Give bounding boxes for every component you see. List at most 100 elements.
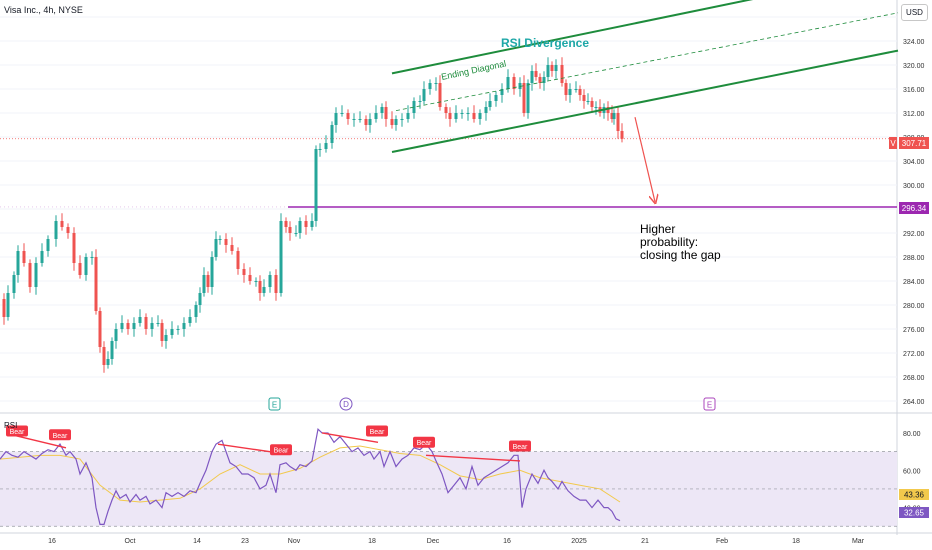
time-tick-label: 18	[368, 538, 376, 545]
candle-body	[84, 257, 88, 275]
price-tick-label: 284.00	[903, 279, 925, 286]
candle-body	[160, 323, 164, 341]
price-tick-label: 264.00	[903, 399, 925, 406]
candle-body	[40, 251, 44, 263]
earnings-event-marker-1[interactable]: E	[268, 397, 281, 411]
candle-body	[202, 275, 206, 293]
candle-body	[150, 323, 154, 329]
time-tick-label: Dec	[427, 538, 440, 545]
candle-body	[542, 77, 546, 83]
candle-body	[248, 275, 252, 281]
candle-body	[460, 113, 464, 114]
candle-body	[310, 221, 314, 227]
candle-body	[224, 239, 228, 245]
dividend-event-marker-label: D	[343, 400, 349, 409]
candle-body	[144, 317, 148, 329]
candle-body	[110, 341, 114, 359]
candle-body	[384, 107, 388, 119]
price-tick-label: 304.00	[903, 159, 925, 166]
candle-body	[334, 113, 338, 125]
target-note: Higher probability: closing the gap	[640, 222, 721, 262]
candle-body	[2, 299, 6, 317]
time-tick-label: Mar	[852, 538, 865, 545]
candle-body	[412, 101, 416, 113]
candle-body	[279, 221, 283, 293]
candle-body	[132, 323, 136, 329]
candle-body	[284, 221, 288, 227]
time-tick-label: Oct	[125, 538, 136, 545]
price-pane: 264.00 268.00 272.00 276.00 280.00 284.00 288.…	[0, 0, 925, 406]
candle-body	[28, 263, 32, 287]
rsi-band	[0, 451, 897, 527]
candle-body	[444, 107, 448, 113]
currency-button[interactable]: USD	[901, 4, 928, 21]
rsi-current-value: 32.65	[904, 509, 925, 518]
candle-body	[526, 83, 530, 113]
time-tick-label: 16	[48, 538, 56, 545]
candle-body	[340, 113, 344, 114]
candle-body	[254, 281, 258, 282]
candle-body	[590, 101, 594, 107]
candle-body	[512, 77, 516, 89]
earnings-event-marker-2[interactable]: E	[703, 397, 716, 411]
price-tick-label: 316.00	[903, 87, 925, 94]
rsi-tick-label: 80.00	[903, 431, 921, 438]
ending-diagonal-upper-line	[391, 0, 754, 75]
candle-body	[522, 83, 526, 113]
time-axis[interactable]: 16 Oct 14 23 Nov 18 Dec 16 2025 21 Feb 18 Mar	[48, 538, 865, 545]
candle-body	[554, 65, 558, 71]
candle-body	[418, 101, 422, 102]
bear-label: Bear	[509, 440, 531, 452]
candle-body	[448, 113, 452, 119]
rsi-title: RSI	[4, 421, 17, 430]
bear-label-box	[6, 425, 28, 437]
candle-body	[574, 89, 578, 90]
rsi-value-tag: 32.65	[899, 507, 929, 518]
candle-body	[114, 329, 118, 341]
candle-body	[406, 113, 410, 119]
candle-body	[22, 251, 26, 263]
candle-body	[500, 89, 504, 95]
price-tick-label: 288.00	[903, 255, 925, 262]
time-tick-label: 16	[503, 538, 511, 545]
candle-body	[230, 245, 234, 251]
symbol-title: Visa Inc., 4h, NYSE	[4, 5, 83, 15]
price-tick-label: 272.00	[903, 351, 925, 358]
bear-label: Bear	[366, 425, 388, 437]
candle-body	[218, 239, 222, 240]
candle-body	[288, 227, 292, 233]
candle-body	[438, 83, 442, 107]
candle-body	[586, 101, 590, 102]
candle-body	[434, 83, 438, 84]
candle-body	[358, 119, 362, 120]
candle-body	[258, 281, 262, 293]
candle-body	[400, 119, 404, 120]
rsi-ma-tag: 43.36	[899, 489, 929, 500]
current-price-symbol: V	[890, 139, 896, 148]
candle-body	[12, 275, 16, 293]
bear-label: Bear	[270, 444, 292, 456]
candle-body	[164, 335, 168, 341]
bear-label-text: Bear	[513, 444, 528, 451]
rsi-divergence-line	[425, 454, 521, 462]
price-tick-label: 320.00	[903, 63, 925, 70]
rsi-divergence-label: RSI Divergence	[501, 36, 589, 50]
candle-body	[194, 305, 198, 317]
candle-body	[466, 113, 470, 114]
candle-body	[494, 95, 498, 101]
candle-body	[534, 71, 538, 77]
candle-body	[78, 263, 82, 275]
candle-body	[294, 233, 298, 234]
candle-body	[198, 293, 202, 305]
current-price-tag: V 307.71	[889, 137, 929, 149]
time-tick-label: 21	[641, 538, 649, 545]
candle-body	[394, 119, 398, 125]
candle-body	[72, 233, 76, 263]
bear-label-text: Bear	[53, 433, 68, 440]
price-tick-label: 300.00	[903, 183, 925, 190]
dividend-event-marker[interactable]: D	[339, 397, 353, 411]
candle-body	[610, 113, 614, 119]
candle-body	[488, 101, 492, 107]
candle-body	[98, 311, 102, 347]
